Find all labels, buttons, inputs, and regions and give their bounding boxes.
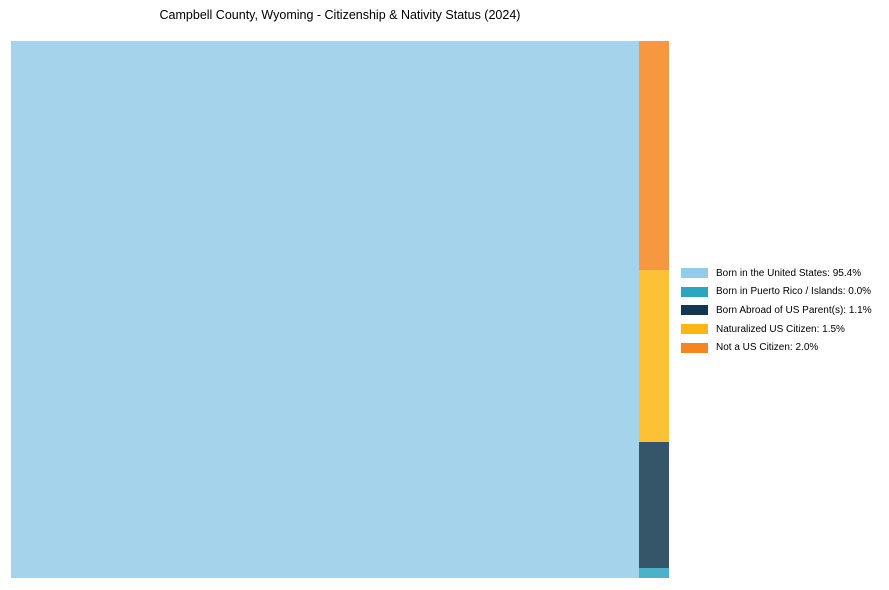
legend-swatch-icon [681,324,708,335]
legend-label: Born in the United States: 95.4% [716,267,862,279]
legend: Born in the United States: 95.4% Born in … [681,264,872,357]
chart-title: Campbell County, Wyoming - Citizenship &… [159,8,521,22]
treemap-tile-born-abroad-of-us-parent-s [639,442,669,568]
legend-item-born-in-the-united-states: Born in the United States: 95.4% [681,264,872,283]
legend-item-naturalized-us-citizen: Naturalized US Citizen: 1.5% [681,320,872,339]
legend-label: Born Abroad of US Parent(s): 1.1% [716,304,872,316]
legend-swatch-icon [681,305,708,316]
legend-item-not-a-us-citizen: Not a US Citizen: 2.0% [681,338,872,357]
legend-item-born-in-puerto-rico-islands: Born in Puerto Rico / Islands: 0.0% [681,283,872,302]
legend-swatch-icon [681,342,708,353]
treemap-tile-born-in-puerto-rico-islands [639,568,669,578]
legend-swatch-icon [681,268,708,279]
treemap-tile-born-in-the-united-states [11,41,639,578]
legend-label: Naturalized US Citizen: 1.5% [716,323,845,335]
legend-item-born-abroad-of-us-parent-s: Born Abroad of US Parent(s): 1.1% [681,301,872,320]
treemap-tile-naturalized-us-citizen [639,270,669,442]
legend-swatch-icon [681,286,708,297]
legend-label: Not a US Citizen: 2.0% [716,342,819,354]
treemap-plot-area [11,41,669,578]
legend-label: Born in Puerto Rico / Islands: 0.0% [716,286,872,298]
treemap-tile-not-a-us-citizen [639,41,669,270]
